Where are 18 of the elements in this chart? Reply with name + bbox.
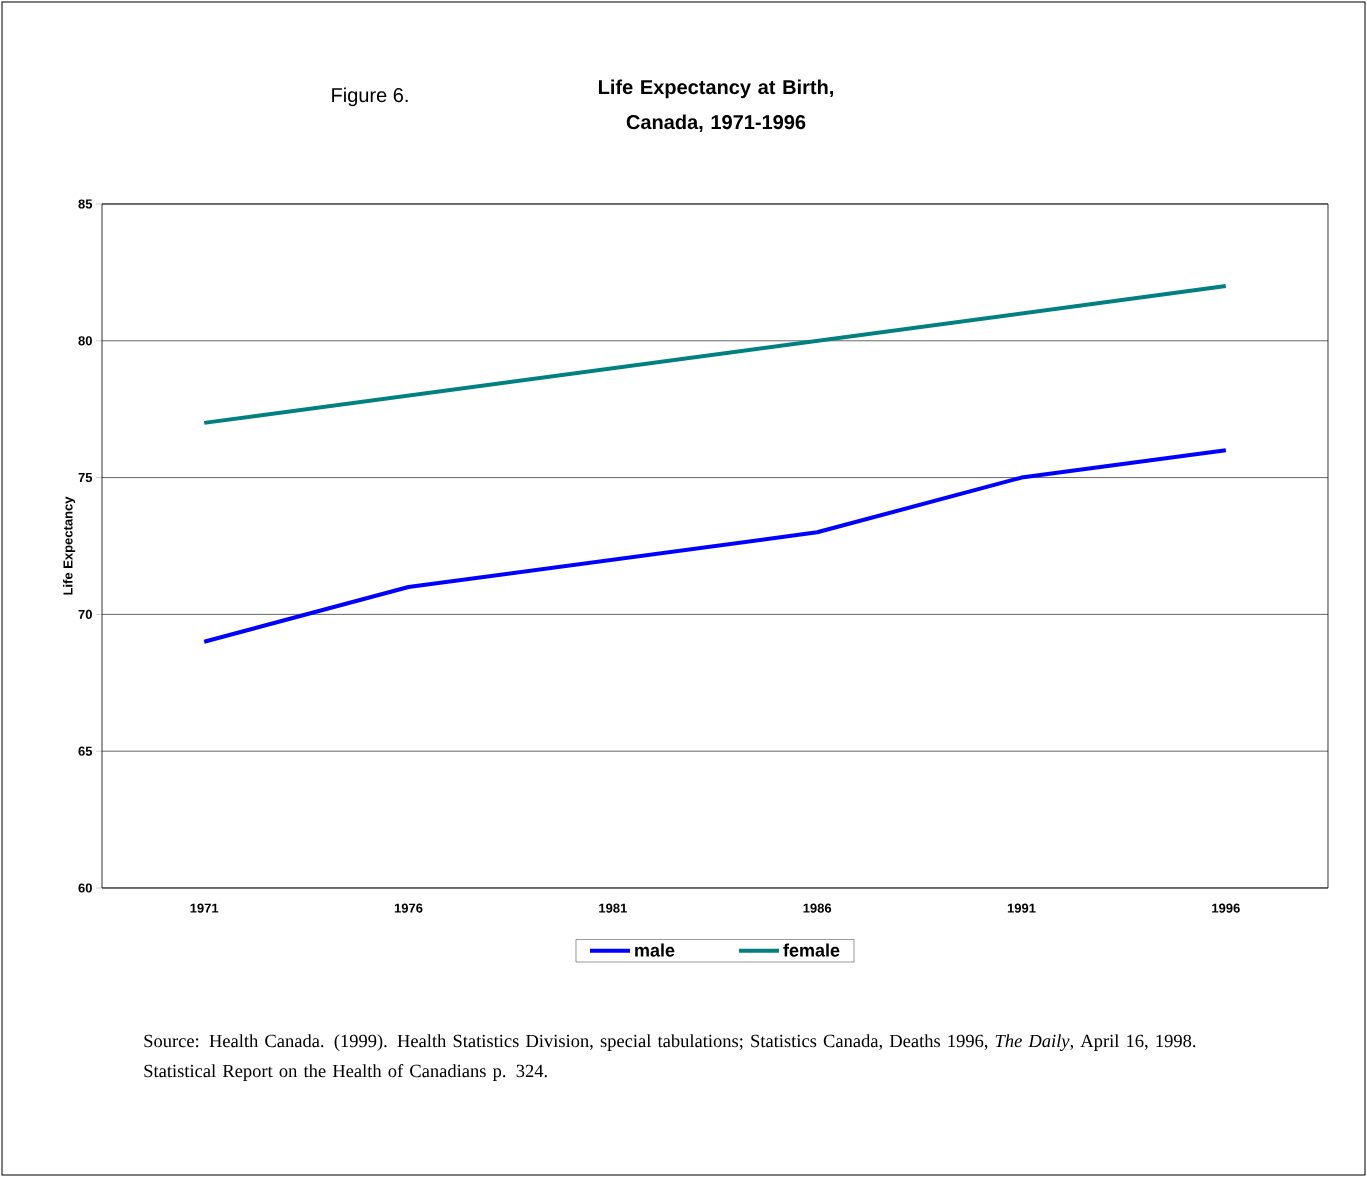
chart-title: Life Expectancy at Birth, Canada, 1971-1996 [598, 79, 833, 133]
chart-subtitle: Figure 6. [332, 87, 408, 107]
x-tick-label: 1986 [803, 903, 832, 913]
x-tick-label: 1991 [1007, 903, 1036, 913]
y-tick-label: 65 [78, 746, 93, 756]
y-tick-label: 85 [78, 199, 93, 209]
x-tick-label: 1996 [1212, 903, 1240, 913]
y-tick-label: 60 [78, 883, 92, 893]
legend-label: male [635, 943, 675, 957]
legend-label: female [783, 943, 840, 957]
y-tick-label: 75 [78, 473, 93, 483]
y-axis-title: Life Expectancy [63, 496, 76, 595]
x-tick-label: 1981 [599, 903, 627, 913]
x-tick-label: 1976 [394, 903, 423, 913]
x-tick-label: 1971 [190, 903, 219, 913]
text: Source: Health Canada. (1999). Health Statistics Division, special tabulations; Statistics Canada, Deaths 1996, The Daily, April 16, 1998. Statistical Report on the Health of Canadians p. 324. [144, 1034, 1196, 1081]
y-tick-label: 70 [78, 609, 92, 619]
y-tick-label: 80 [78, 336, 92, 346]
